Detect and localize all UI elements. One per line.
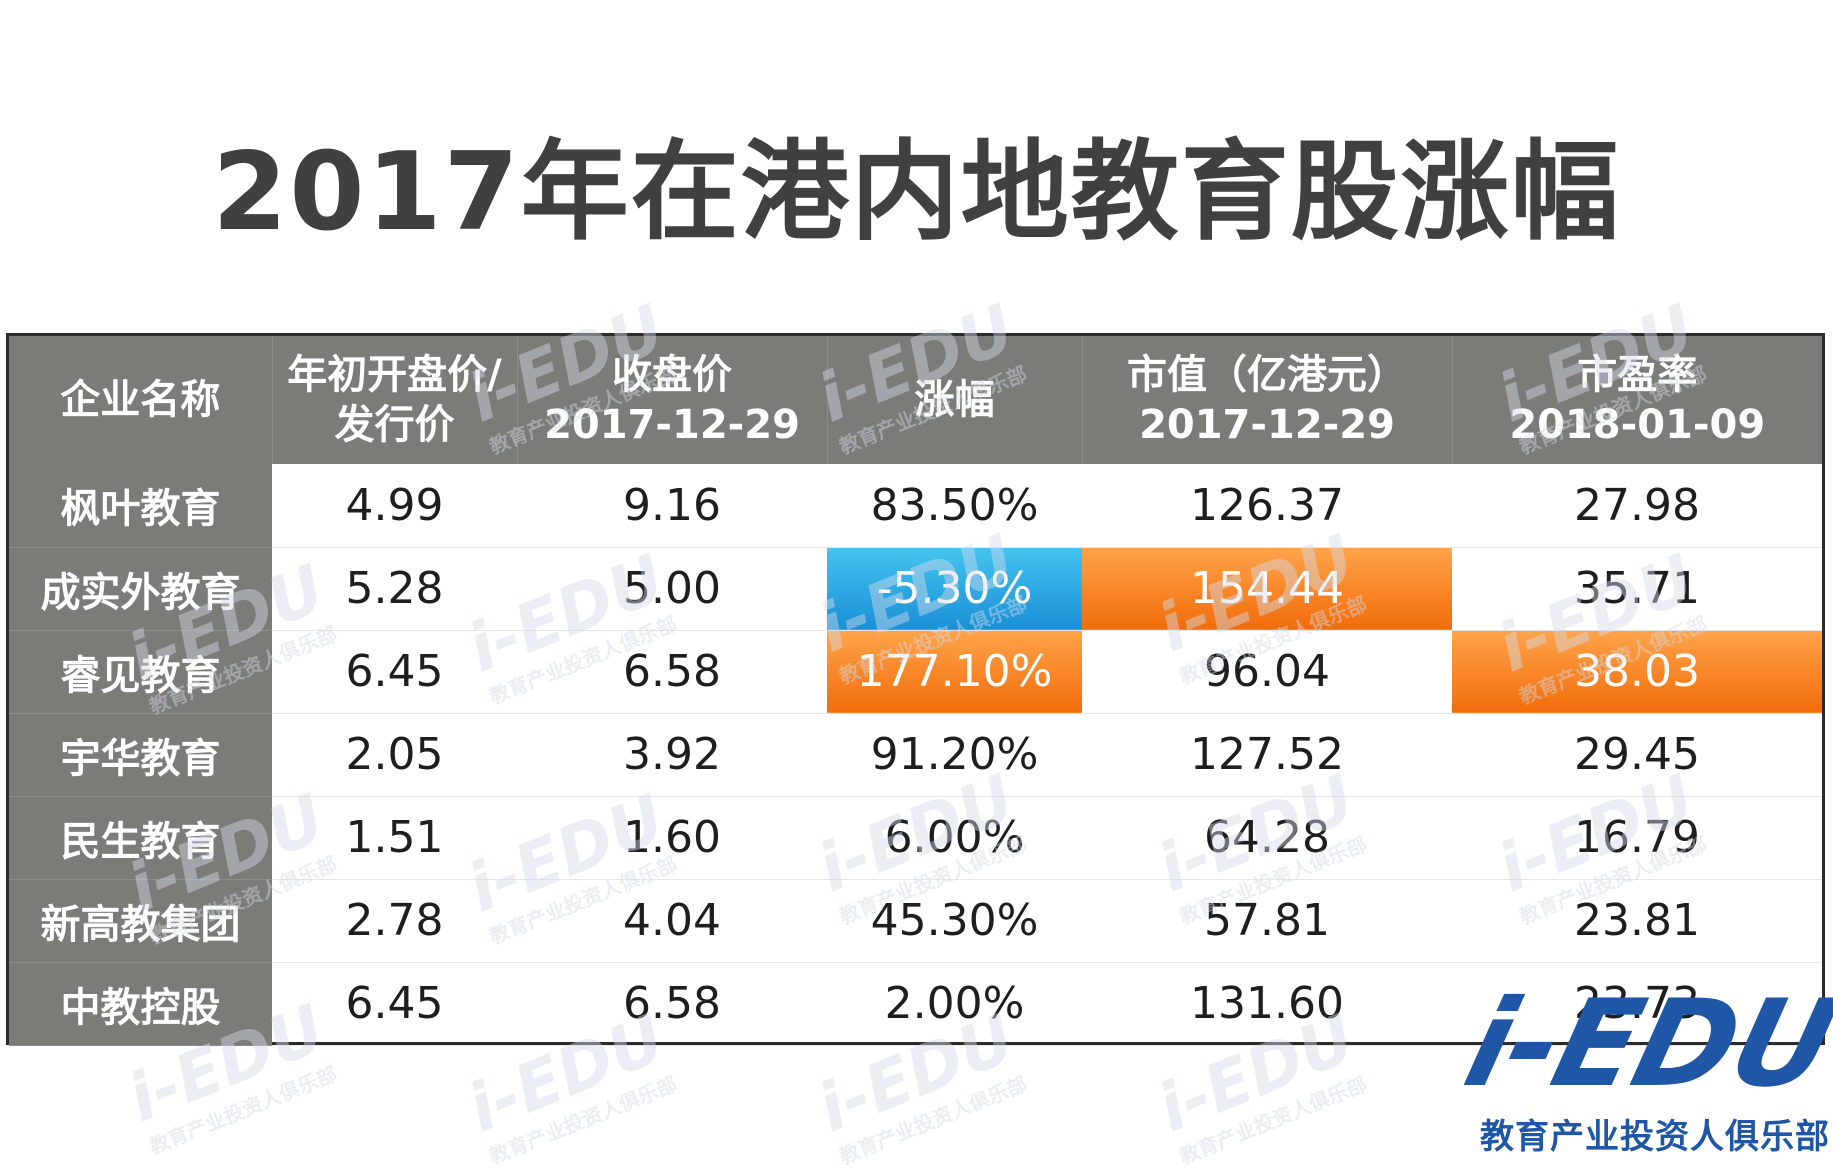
company-name: 新高教集团 <box>9 879 272 963</box>
market-cap: 127.52 <box>1082 713 1452 797</box>
close-price: 3.92 <box>517 713 827 797</box>
table-row: 新高教集团 2.78 4.04 45.30% 57.81 23.81 <box>9 879 1822 963</box>
change-highest-highlight: 177.10% <box>827 630 1082 714</box>
header-pe-ratio-line1: 市盈率 <box>1577 352 1698 398</box>
open-price: 1.51 <box>272 796 517 880</box>
close-price: 9.16 <box>517 464 827 548</box>
change: 83.50% <box>827 464 1082 548</box>
header-open-price-line2: 发行价 <box>334 402 455 448</box>
table-row: 枫叶教育 4.99 9.16 83.50% 126.37 27.98 <box>9 464 1822 548</box>
pe-ratio: 35.71 <box>1452 547 1822 631</box>
market-cap: 57.81 <box>1082 879 1452 963</box>
company-name: 枫叶教育 <box>9 464 272 548</box>
market-cap-highest-highlight: 154.44 <box>1082 547 1452 631</box>
pe-ratio: 23.81 <box>1452 879 1822 963</box>
page-title: 2017年在港内地教育股涨幅 <box>212 130 1621 255</box>
pe-ratio: 16.79 <box>1452 796 1822 880</box>
open-price: 5.28 <box>272 547 517 631</box>
company-name: 成实外教育 <box>9 547 272 631</box>
market-cap: 96.04 <box>1082 630 1452 714</box>
open-price: 6.45 <box>272 630 517 714</box>
table-row: 成实外教育 5.28 5.00 -5.30% 154.44 35.71 <box>9 547 1822 631</box>
logo-mark: i-EDU <box>1452 975 1833 1114</box>
header-pe-ratio: 市盈率 2018-01-09 <box>1452 336 1822 464</box>
i-edu-logo: i-EDU 教育产业投资人俱乐部 <box>1410 975 1833 1157</box>
change: 2.00% <box>827 962 1082 1046</box>
change-lowest-highlight: -5.30% <box>827 547 1082 631</box>
company-name: 民生教育 <box>9 796 272 880</box>
close-price: 6.58 <box>517 962 827 1046</box>
header-change-label: 涨幅 <box>914 377 995 423</box>
open-price: 2.05 <box>272 713 517 797</box>
market-cap: 131.60 <box>1082 962 1452 1046</box>
table-row: 睿见教育 6.45 6.58 177.10% 96.04 38.03 <box>9 630 1822 714</box>
company-name: 睿见教育 <box>9 630 272 714</box>
pe-ratio: 23.73 <box>1452 962 1822 1046</box>
education-stocks-table: 企业名称 年初开盘价/ 发行价 收盘价 2017-12-29 涨幅 市值（亿港元… <box>6 333 1825 1046</box>
header-company: 企业名称 <box>9 336 273 464</box>
header-market-cap-line2: 2017-12-29 <box>1139 402 1395 448</box>
open-price: 2.78 <box>272 879 517 963</box>
table-header-row: 企业名称 年初开盘价/ 发行价 收盘价 2017-12-29 涨幅 市值（亿港元… <box>9 336 1822 464</box>
close-price: 1.60 <box>517 796 827 880</box>
change: 6.00% <box>827 796 1082 880</box>
open-price: 4.99 <box>272 464 517 548</box>
market-cap: 126.37 <box>1082 464 1452 548</box>
close-price: 5.00 <box>517 547 827 631</box>
change: 91.20% <box>827 713 1082 797</box>
header-company-label: 企业名称 <box>60 377 221 423</box>
header-open-price-line1: 年初开盘价/ <box>287 352 502 398</box>
company-name: 中教控股 <box>9 962 272 1046</box>
header-close-price: 收盘价 2017-12-29 <box>517 336 828 464</box>
close-price: 6.58 <box>517 630 827 714</box>
open-price: 6.45 <box>272 962 517 1046</box>
header-change: 涨幅 <box>827 336 1083 464</box>
table-row: 中教控股 6.45 6.58 2.00% 131.60 23.73 <box>9 962 1822 1046</box>
company-name: 宇华教育 <box>9 713 272 797</box>
header-open-price: 年初开盘价/ 发行价 <box>272 336 518 464</box>
table-row: 宇华教育 2.05 3.92 91.20% 127.52 29.45 <box>9 713 1822 797</box>
logo-subtitle: 教育产业投资人俱乐部 <box>1480 1117 1830 1157</box>
pe-ratio: 27.98 <box>1452 464 1822 548</box>
header-close-price-line2: 2017-12-29 <box>544 402 800 448</box>
header-market-cap-line1: 市值（亿港元） <box>1127 352 1407 398</box>
header-pe-ratio-line2: 2018-01-09 <box>1509 402 1766 448</box>
table-row: 民生教育 1.51 1.60 6.00% 64.28 16.79 <box>9 796 1822 880</box>
pe-ratio: 29.45 <box>1452 713 1822 797</box>
header-market-cap: 市值（亿港元） 2017-12-29 <box>1082 336 1453 464</box>
header-close-price-line1: 收盘价 <box>612 352 732 398</box>
change: 45.30% <box>827 879 1082 963</box>
market-cap: 64.28 <box>1082 796 1452 880</box>
close-price: 4.04 <box>517 879 827 963</box>
pe-ratio-highest-highlight: 38.03 <box>1452 630 1822 714</box>
